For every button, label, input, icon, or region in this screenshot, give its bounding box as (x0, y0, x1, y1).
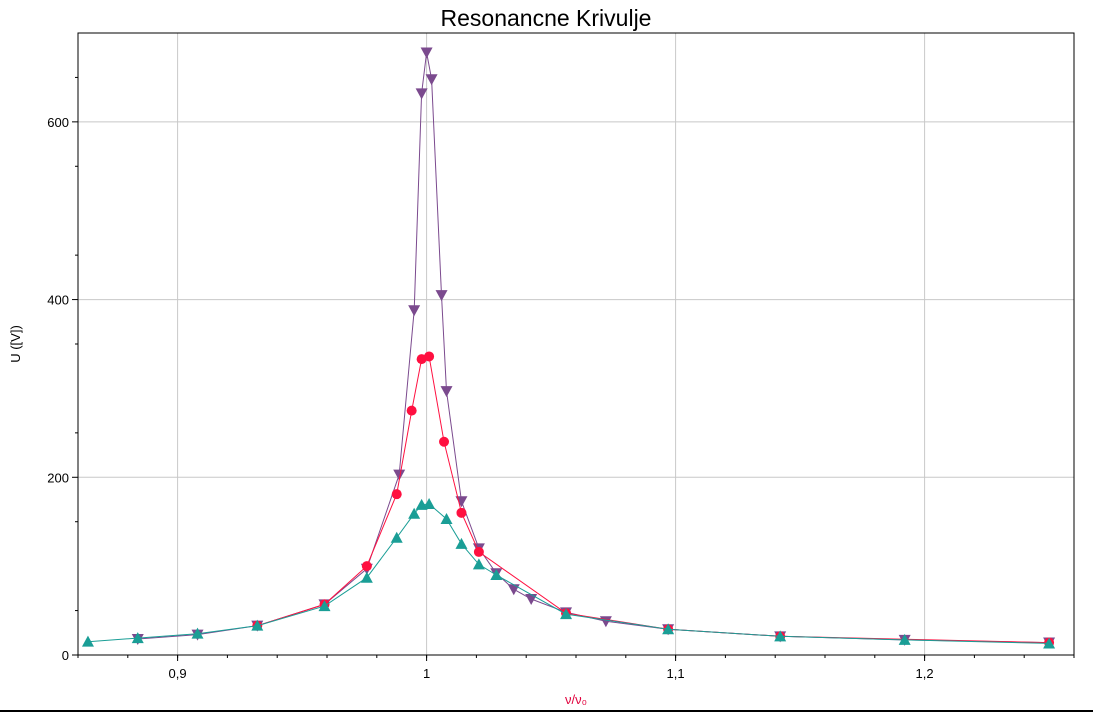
data-point (490, 569, 503, 581)
data-point (440, 513, 453, 525)
data-point (408, 507, 421, 519)
plot-frame (77, 32, 1075, 656)
x-tick-label: 1,1 (667, 666, 685, 681)
data-point (439, 436, 450, 447)
data-point (1043, 637, 1056, 649)
data-point (408, 305, 421, 317)
data-point (435, 290, 448, 302)
y-tick-label: 200 (47, 470, 69, 485)
data-point (662, 623, 675, 635)
data-point (440, 386, 453, 398)
data-point (774, 630, 787, 642)
data-point (391, 489, 402, 500)
y-axis-ticks: 0 200 400 600 (47, 115, 78, 663)
data-point (425, 74, 438, 86)
y-axis-label: U ([V]) (8, 325, 23, 363)
data-point (390, 531, 403, 543)
data-point (393, 469, 406, 481)
data-point (420, 47, 433, 59)
data-point (191, 627, 204, 639)
data-point (456, 507, 467, 518)
x-axis-label: ν/ν₀ (565, 692, 587, 707)
data-point (360, 571, 373, 583)
series-layer (81, 47, 1056, 649)
data-point (318, 600, 331, 612)
data-point (423, 497, 436, 509)
y-tick-label: 400 (47, 293, 69, 308)
grid-lines (78, 33, 1074, 655)
data-point (81, 635, 94, 647)
x-tick-label: 0,9 (169, 666, 187, 681)
chart-title: Resonancne Krivulje (441, 5, 652, 31)
data-point (131, 632, 144, 644)
data-point (898, 633, 911, 645)
y-tick-label: 0 (62, 648, 69, 663)
series-3 (81, 497, 1056, 649)
x-axis-ticks: 0,9 1 1,1 1,2 (169, 655, 934, 681)
y-tick-label: 600 (47, 115, 69, 130)
x-tick-label: 1 (423, 666, 430, 681)
x-tick-label: 1,2 (916, 666, 934, 681)
data-point (455, 537, 468, 549)
data-point (424, 351, 435, 362)
data-point (361, 561, 372, 572)
data-point (560, 608, 573, 620)
data-point (472, 558, 485, 570)
data-point (415, 88, 428, 100)
data-point (406, 405, 417, 416)
data-point (473, 546, 484, 557)
data-point (251, 619, 264, 631)
